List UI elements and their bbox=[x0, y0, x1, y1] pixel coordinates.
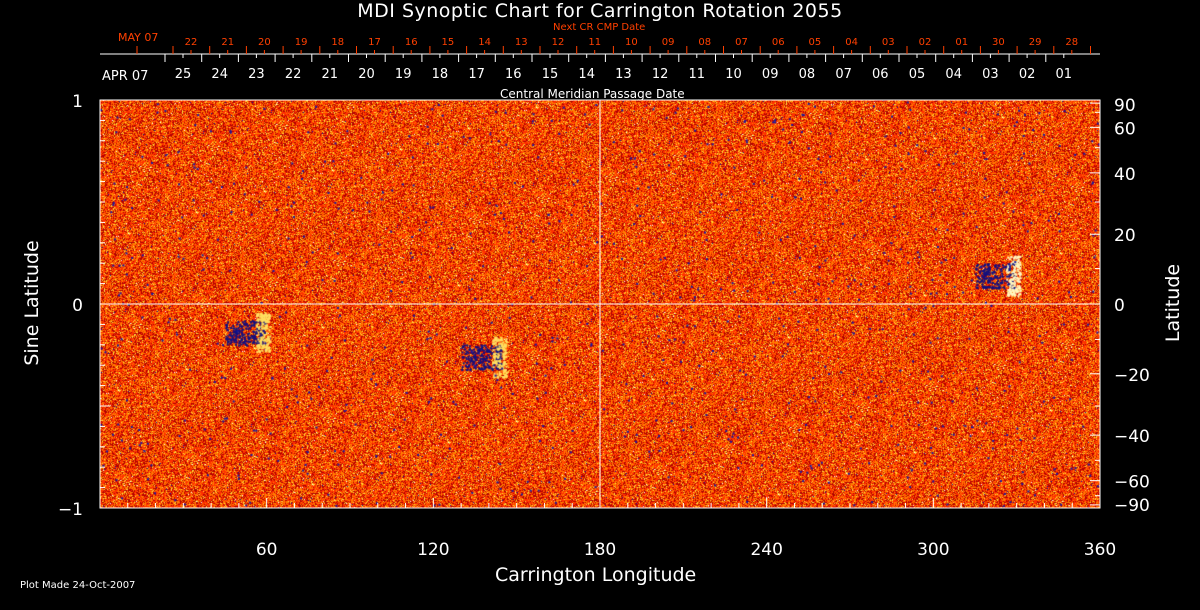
next-cr-date-label: 16 bbox=[405, 37, 418, 48]
next-cr-date-label: 14 bbox=[478, 37, 491, 48]
x-tick-label: 360 bbox=[1084, 540, 1116, 560]
cmp-date-label: 11 bbox=[689, 67, 706, 82]
cmp-date-label: 13 bbox=[615, 67, 632, 82]
next-cr-date-label: 17 bbox=[368, 37, 381, 48]
cmp-date-label: 09 bbox=[762, 67, 779, 82]
cmp-date-label: 25 bbox=[175, 67, 192, 82]
cmp-date-label: 20 bbox=[358, 67, 375, 82]
next-cr-date-label: 13 bbox=[515, 37, 528, 48]
next-cr-date-label: 20 bbox=[258, 37, 271, 48]
plot-made-note: Plot Made 24-Oct-2007 bbox=[20, 580, 136, 591]
next-cr-date-label: 09 bbox=[662, 37, 675, 48]
y-right-tick-label: −60 bbox=[1114, 473, 1150, 493]
cmp-date-label: 18 bbox=[432, 67, 449, 82]
cmp-date-label: 14 bbox=[578, 67, 595, 82]
y-left-tick-label: −1 bbox=[58, 500, 83, 520]
cmp-date-label: 06 bbox=[872, 67, 889, 82]
cmp-date-label: 17 bbox=[468, 67, 485, 82]
y-right-tick-label: 20 bbox=[1114, 226, 1136, 246]
cmp-date-label: 15 bbox=[542, 67, 559, 82]
next-cr-date-label: 04 bbox=[845, 37, 858, 48]
y-left-axis-label: Sine Latitude bbox=[21, 240, 43, 366]
cmp-month-label: APR 07 bbox=[102, 69, 149, 84]
cmp-date-label: 07 bbox=[835, 67, 852, 82]
next-cr-date-label: 12 bbox=[552, 37, 565, 48]
next-cr-date-label: 30 bbox=[992, 37, 1005, 48]
y-right-tick-label: −40 bbox=[1114, 427, 1150, 447]
next-cr-date-label: 11 bbox=[588, 37, 601, 48]
chart-title: MDI Synoptic Chart for Carrington Rotati… bbox=[357, 0, 843, 22]
y-right-tick-label: 90 bbox=[1114, 96, 1136, 116]
cmp-date-label: 10 bbox=[725, 67, 742, 82]
x-tick-label: 240 bbox=[750, 540, 782, 560]
next-cr-date-label: 06 bbox=[772, 37, 785, 48]
next-cr-date-label: 07 bbox=[735, 37, 748, 48]
next-cr-date-label: 22 bbox=[185, 37, 198, 48]
cmp-axis-label: Central Meridian Passage Date bbox=[500, 87, 685, 101]
y-left-tick-label: 0 bbox=[72, 296, 83, 316]
y-right-tick-label: 40 bbox=[1114, 165, 1136, 185]
cmp-date-label: 05 bbox=[909, 67, 926, 82]
next-cr-axis-label: Next CR CMP Date bbox=[553, 22, 646, 33]
cmp-date-label: 02 bbox=[1019, 67, 1036, 82]
y-right-tick-label: 60 bbox=[1114, 119, 1136, 139]
cmp-date-label: 21 bbox=[322, 67, 339, 82]
next-cr-date-label: 03 bbox=[882, 37, 895, 48]
next-cr-date-label: 18 bbox=[331, 37, 344, 48]
y-right-tick-label: −20 bbox=[1114, 366, 1150, 386]
cmp-date-label: 01 bbox=[1056, 67, 1073, 82]
next-cr-date-label: 05 bbox=[809, 37, 822, 48]
cmp-date-label: 16 bbox=[505, 67, 522, 82]
x-tick-label: 300 bbox=[917, 540, 949, 560]
x-tick-label: 60 bbox=[256, 540, 278, 560]
cmp-date-label: 19 bbox=[395, 67, 412, 82]
cmp-date-label: 03 bbox=[982, 67, 999, 82]
cmp-date-label: 12 bbox=[652, 67, 669, 82]
next-cr-date-label: 15 bbox=[442, 37, 455, 48]
next-cr-date-label: 28 bbox=[1065, 37, 1078, 48]
next-cr-date-label: 10 bbox=[625, 37, 638, 48]
y-right-tick-label: 0 bbox=[1114, 296, 1125, 316]
x-tick-label: 180 bbox=[584, 540, 616, 560]
cmp-date-label: 24 bbox=[211, 67, 228, 82]
cmp-date-label: 04 bbox=[945, 67, 962, 82]
y-right-tick-label: −90 bbox=[1114, 496, 1150, 516]
next-cr-date-label: 01 bbox=[955, 37, 968, 48]
y-left-tick-label: 1 bbox=[72, 92, 83, 112]
cmp-date-label: 23 bbox=[248, 67, 265, 82]
next-cr-date-label: 21 bbox=[221, 37, 234, 48]
next-cr-date-label: 08 bbox=[698, 37, 711, 48]
y-right-axis-label: Latitude bbox=[1162, 263, 1184, 343]
x-axis-label: Carrington Longitude bbox=[495, 564, 697, 586]
next-cr-month-label: MAY 07 bbox=[118, 31, 159, 44]
next-cr-date-label: 02 bbox=[919, 37, 932, 48]
cmp-date-label: 22 bbox=[285, 67, 302, 82]
next-cr-date-label: 19 bbox=[295, 37, 308, 48]
x-tick-label: 120 bbox=[417, 540, 449, 560]
next-cr-date-label: 29 bbox=[1029, 37, 1042, 48]
cmp-date-label: 08 bbox=[799, 67, 816, 82]
